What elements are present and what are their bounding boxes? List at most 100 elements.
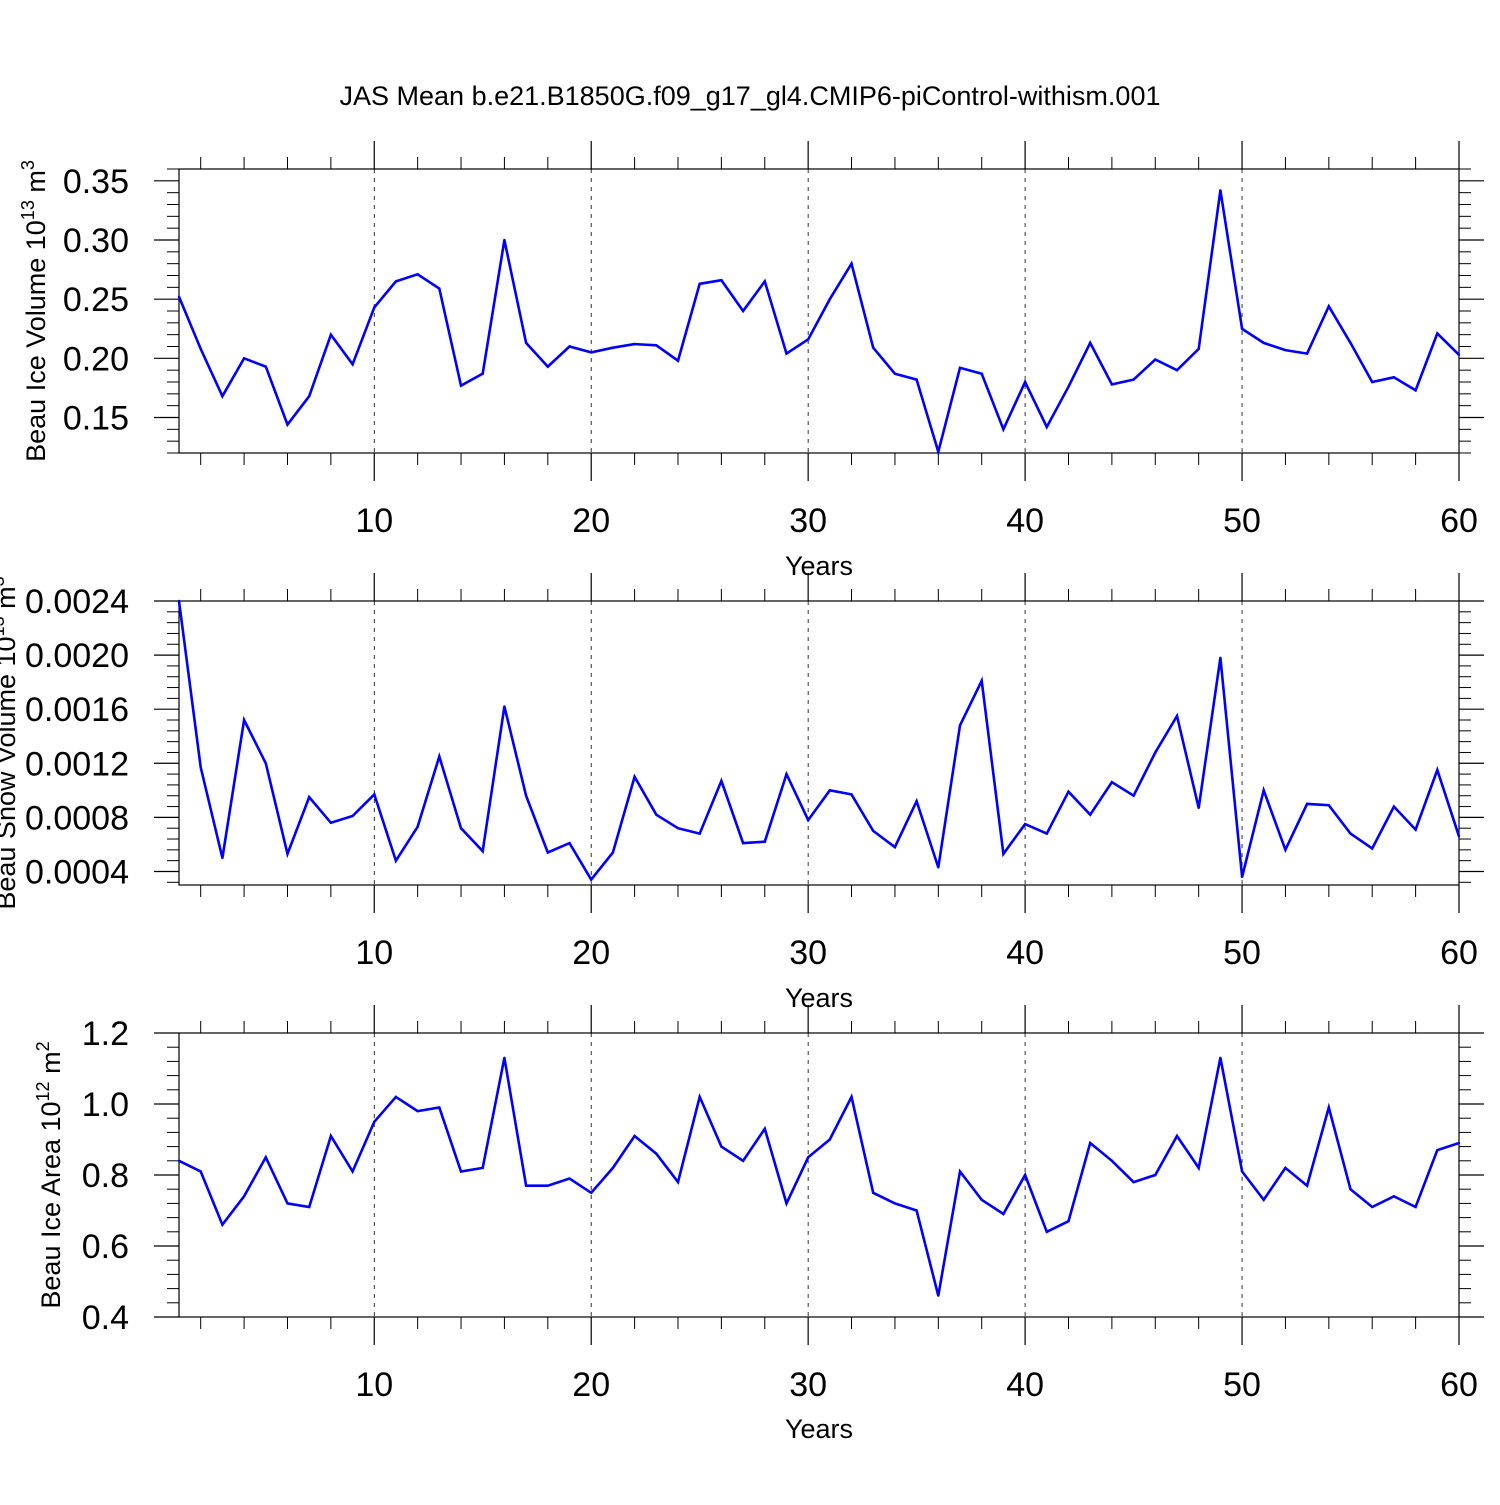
data-point [1240, 1170, 1244, 1173]
data-point [698, 832, 701, 835]
data-point [1327, 804, 1331, 807]
data-point [958, 366, 962, 369]
data-point [1349, 832, 1352, 835]
data-point [1175, 368, 1179, 372]
data-point [763, 280, 766, 283]
data-point [785, 352, 788, 355]
data-point [676, 827, 680, 830]
data-point [199, 766, 202, 769]
data-point [329, 821, 333, 824]
data-point [1067, 1219, 1070, 1223]
data-point [177, 599, 181, 603]
data-point [1371, 847, 1374, 850]
data-point [1045, 1230, 1048, 1234]
data-point [958, 1170, 962, 1173]
x-tick-label: 40 [1006, 934, 1044, 972]
data-point [416, 825, 419, 829]
data-point [980, 372, 983, 375]
data-point [1392, 376, 1396, 379]
data-point [221, 1223, 224, 1226]
data-point [568, 1177, 571, 1180]
data-point [1327, 1106, 1331, 1109]
x-tick-label: 20 [572, 502, 610, 540]
data-point [850, 793, 853, 796]
x-tick-label: 10 [355, 502, 393, 540]
data-point [1002, 1212, 1005, 1216]
data-point [481, 372, 484, 375]
y-tick-label: 0.20 [63, 340, 129, 378]
data-point [1305, 1184, 1309, 1187]
data-point [1154, 1173, 1157, 1177]
data-point [1088, 813, 1092, 816]
data-point [1132, 378, 1135, 381]
y-tick-label: 0.4 [82, 1299, 129, 1337]
data-point [503, 238, 506, 242]
data-point [481, 1166, 484, 1170]
data-point [1088, 1141, 1092, 1145]
data-point [937, 866, 940, 869]
plot-frame [178, 600, 1460, 886]
data-point [1002, 428, 1005, 431]
data-point [872, 346, 875, 349]
figure-title: JAS Mean b.e21.B1850G.f09_g17_gl4.CMIP6-… [340, 81, 1161, 111]
data-point [611, 1166, 615, 1170]
data-point [438, 287, 441, 290]
data-point [1175, 714, 1179, 718]
data-point [264, 1156, 267, 1159]
x-tick-label: 50 [1223, 934, 1261, 972]
data-point [459, 384, 463, 387]
data-point [199, 1170, 202, 1173]
data-point [1110, 1159, 1114, 1163]
data-point [915, 1209, 918, 1212]
data-point [1219, 656, 1222, 659]
data-point [1392, 805, 1396, 808]
data-point [1457, 353, 1461, 356]
data-point [828, 1138, 832, 1141]
data-point [221, 856, 224, 860]
data-point [1436, 332, 1439, 335]
data-point [1414, 828, 1417, 831]
data-point [1197, 347, 1200, 351]
data-point [850, 1095, 853, 1099]
data-point [850, 262, 853, 265]
x-tick-label: 10 [355, 934, 393, 972]
data-point [1349, 1188, 1352, 1191]
data-point [806, 338, 810, 341]
y-tick-label: 0.0024 [25, 583, 129, 621]
data-point [1197, 1166, 1200, 1170]
data-point [1045, 425, 1048, 429]
data-point [893, 845, 897, 849]
data-point [1457, 835, 1461, 838]
chart-panel-3: 10 20 30 40 50 60 0.4 0.6 0.8 1.0 1.2 Years Beau Ice… [33, 1005, 1484, 1444]
x-axis-label: Years [785, 551, 853, 581]
data-point [893, 1202, 897, 1205]
data-point [286, 1202, 289, 1205]
data-point [242, 1195, 246, 1198]
data-point [1284, 848, 1287, 852]
y-tick-label: 0.30 [63, 222, 129, 260]
y-tick-label: 0.6 [82, 1228, 129, 1266]
data-point [503, 705, 506, 708]
data-point [655, 813, 658, 816]
data-point [1305, 802, 1309, 806]
data-point [1219, 189, 1222, 192]
data-point [763, 1127, 766, 1131]
series-line [177, 190, 1460, 457]
data-point [286, 423, 289, 426]
x-tick-label: 50 [1223, 1366, 1261, 1404]
data-point [307, 795, 311, 799]
data-point [785, 772, 788, 776]
y-tick-label: 0.35 [63, 163, 129, 201]
data-point [1436, 1148, 1439, 1152]
data-point [1284, 1166, 1287, 1170]
data-point [307, 395, 311, 398]
x-tick-label: 30 [789, 502, 827, 540]
data-point [546, 365, 550, 368]
data-point [1414, 1205, 1417, 1209]
data-point [329, 333, 333, 336]
data-point [373, 1120, 376, 1123]
y-axis-label: Beau Ice Volume 1013 m3 [18, 160, 51, 462]
data-point [741, 1159, 745, 1163]
data-point [1067, 385, 1070, 388]
